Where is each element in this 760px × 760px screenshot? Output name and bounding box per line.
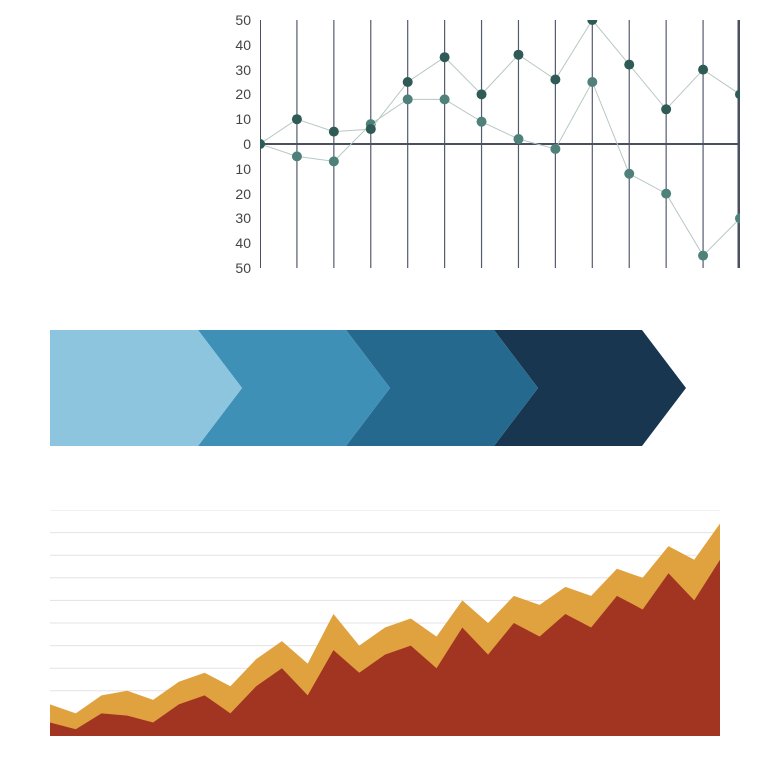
y-tick-label: 10 — [235, 111, 251, 127]
arrow-chevron-bar — [50, 330, 690, 446]
page: 50 40 30 20 10 0 10 20 30 40 50 — [0, 0, 760, 760]
y-tick-label: 50 — [235, 260, 251, 276]
scatter-svg — [260, 20, 740, 268]
y-tick-label: 30 — [235, 210, 251, 226]
y-tick-label: 0 — [243, 136, 251, 152]
y-tick-label: 20 — [235, 86, 251, 102]
area-chart — [50, 510, 720, 736]
y-tick-label: 40 — [235, 37, 251, 53]
y-tick-label: 10 — [235, 161, 251, 177]
area-svg — [50, 510, 720, 736]
arrow-svg — [50, 330, 690, 446]
y-tick-label: 50 — [235, 12, 251, 28]
y-tick-label: 40 — [235, 235, 251, 251]
scatter-chart: 504030201001020304050 — [210, 20, 740, 268]
scatter-y-labels: 504030201001020304050 — [210, 20, 255, 268]
y-tick-label: 30 — [235, 62, 251, 78]
scatter-plot-area — [260, 20, 740, 268]
y-tick-label: 20 — [235, 186, 251, 202]
